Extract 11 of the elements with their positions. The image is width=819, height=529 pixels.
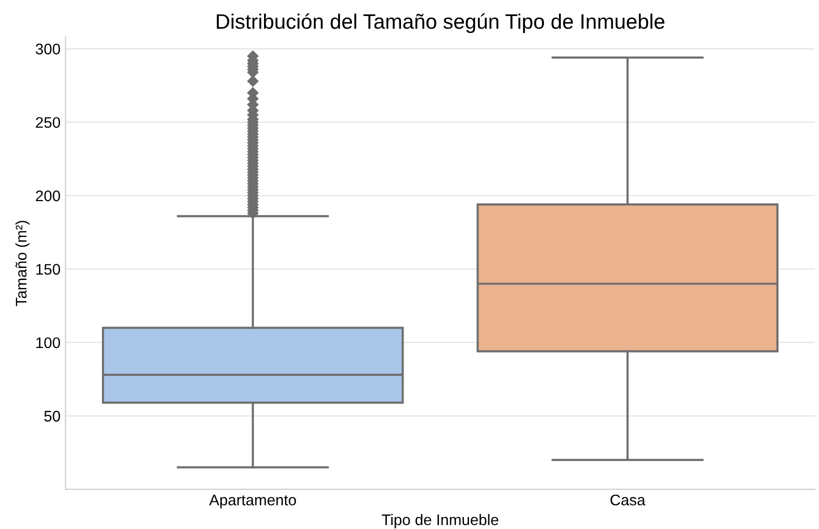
chart-title: Distribución del Tamaño según Tipo de Inmueble [216,13,664,34]
y-tick-label: 100 [36,337,60,348]
y-tick-label: 250 [36,117,60,128]
x-axis-title: Tipo de Inmueble [382,514,498,528]
y-tick-label: 150 [36,264,60,275]
y-tick-label: 200 [36,190,60,202]
y-tick-label: 300 [36,44,60,54]
y-tick-label: 50 [44,410,60,422]
y-axis-title: Tamaño (m²) [15,220,30,306]
x-tick-label: Apartamento [209,494,296,508]
x-tick-label: Casa [610,494,646,506]
